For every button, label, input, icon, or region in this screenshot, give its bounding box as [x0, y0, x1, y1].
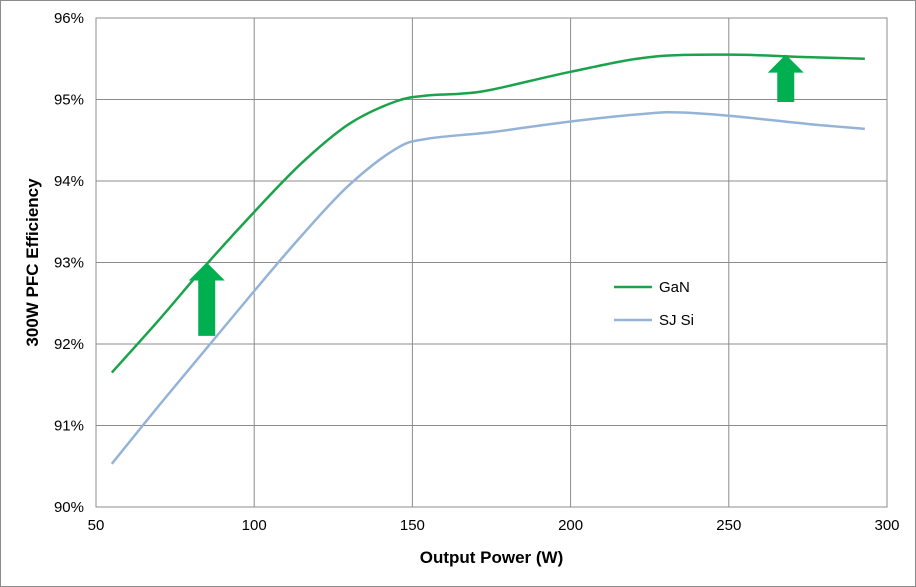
- y-axis-ticks: 90% 91% 92% 93% 94% 95% 96%: [54, 10, 84, 516]
- y-tick-label: 94%: [54, 173, 84, 190]
- y-axis-title: 300W PFC Efficiency: [23, 178, 42, 347]
- x-tick-label: 250: [716, 517, 741, 534]
- x-tick-label: 300: [874, 517, 899, 534]
- up-arrow-icon: [188, 262, 225, 336]
- legend: GaN SJ Si: [614, 279, 694, 329]
- x-tick-label: 50: [88, 517, 105, 534]
- annotation-arrows: [188, 54, 804, 336]
- x-axis-ticks: 50 100 150 200 250 300: [88, 517, 900, 534]
- x-tick-label: 100: [242, 517, 267, 534]
- x-axis-title: Output Power (W): [420, 548, 564, 567]
- y-tick-label: 96%: [54, 10, 84, 27]
- series-line-sj-si: [110, 110, 865, 465]
- plot-area-border: [95, 17, 888, 508]
- legend-label-sj-si: SJ Si: [659, 312, 694, 329]
- legend-label-gan: GaN: [659, 279, 690, 296]
- up-arrow-icon: [767, 54, 804, 102]
- y-tick-label: 93%: [54, 255, 84, 272]
- y-tick-label: 92%: [54, 336, 84, 353]
- y-tick-label: 90%: [54, 499, 84, 516]
- x-tick-label: 200: [558, 517, 583, 534]
- series-line-gan: [110, 53, 865, 374]
- grid: [95, 17, 888, 508]
- series-lines: [110, 53, 865, 465]
- y-tick-label: 91%: [54, 418, 84, 435]
- x-tick-label: 150: [400, 517, 425, 534]
- y-tick-label: 95%: [54, 92, 84, 109]
